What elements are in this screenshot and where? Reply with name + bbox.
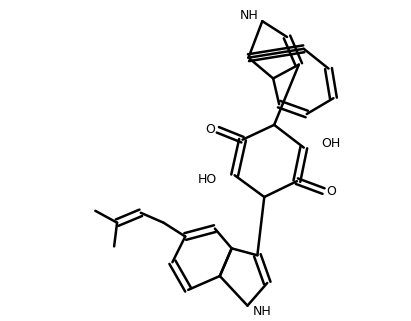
Text: OH: OH: [321, 137, 341, 150]
Text: NH: NH: [252, 305, 271, 318]
Text: HO: HO: [198, 173, 217, 186]
Text: NH: NH: [240, 9, 259, 22]
Text: O: O: [205, 123, 215, 136]
Text: O: O: [326, 185, 336, 197]
